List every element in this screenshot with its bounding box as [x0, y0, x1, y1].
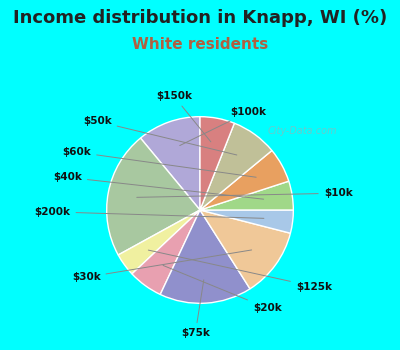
- Text: City-Data.com: City-Data.com: [268, 126, 338, 136]
- Wedge shape: [140, 117, 200, 210]
- Text: $20k: $20k: [163, 265, 282, 313]
- Wedge shape: [200, 150, 289, 210]
- Wedge shape: [132, 210, 200, 294]
- Wedge shape: [107, 138, 200, 255]
- Text: White residents: White residents: [132, 37, 268, 52]
- Text: $50k: $50k: [83, 116, 237, 155]
- Wedge shape: [200, 123, 272, 210]
- Wedge shape: [160, 210, 250, 303]
- Text: $150k: $150k: [156, 91, 211, 142]
- Text: $60k: $60k: [62, 147, 256, 177]
- Wedge shape: [200, 210, 293, 233]
- Wedge shape: [200, 181, 293, 210]
- Text: $100k: $100k: [180, 107, 266, 146]
- Text: $75k: $75k: [181, 280, 210, 338]
- Wedge shape: [200, 117, 234, 210]
- Wedge shape: [200, 210, 290, 289]
- Text: $125k: $125k: [148, 250, 332, 292]
- Text: $10k: $10k: [137, 188, 352, 198]
- Text: Income distribution in Knapp, WI (%): Income distribution in Knapp, WI (%): [13, 9, 387, 27]
- Wedge shape: [118, 210, 200, 274]
- Text: $40k: $40k: [53, 172, 264, 199]
- Text: $200k: $200k: [34, 207, 264, 218]
- Text: $30k: $30k: [72, 250, 252, 282]
